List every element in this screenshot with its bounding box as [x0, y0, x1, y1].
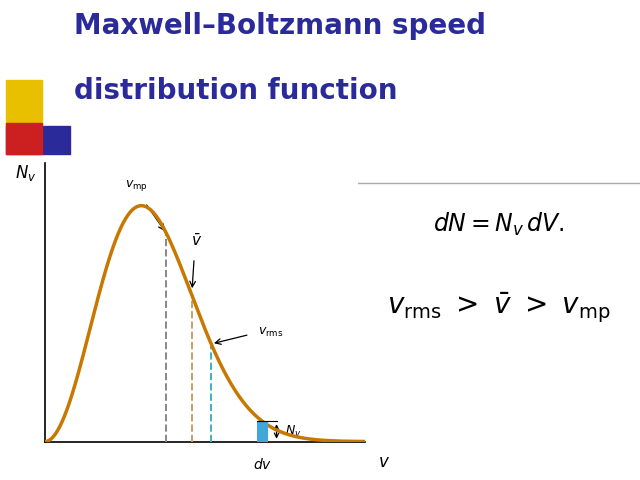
Text: $v_{\rm mp}$: $v_{\rm mp}$ — [125, 178, 148, 193]
Text: $v$: $v$ — [378, 453, 390, 471]
Text: $dN = N_v \, dV.$: $dN = N_v \, dV.$ — [433, 211, 565, 238]
Text: $N_v$: $N_v$ — [285, 424, 301, 439]
Bar — [6, 123, 42, 154]
Text: $N_v$: $N_v$ — [15, 163, 36, 183]
Bar — [6, 126, 70, 154]
Text: $dv$: $dv$ — [253, 457, 272, 472]
Bar — [257, 421, 268, 442]
Text: $v_{\rm rms}\ >\ \bar{v}\ >\ v_{\rm mp}$: $v_{\rm rms}\ >\ \bar{v}\ >\ v_{\rm mp}$ — [387, 291, 611, 325]
Bar — [6, 80, 42, 126]
Text: Maxwell–Boltzmann speed: Maxwell–Boltzmann speed — [74, 12, 486, 40]
Text: $\bar{v}$: $\bar{v}$ — [191, 232, 202, 249]
Text: distribution function: distribution function — [74, 77, 397, 105]
Text: $v_{\rm rms}$: $v_{\rm rms}$ — [258, 325, 284, 339]
